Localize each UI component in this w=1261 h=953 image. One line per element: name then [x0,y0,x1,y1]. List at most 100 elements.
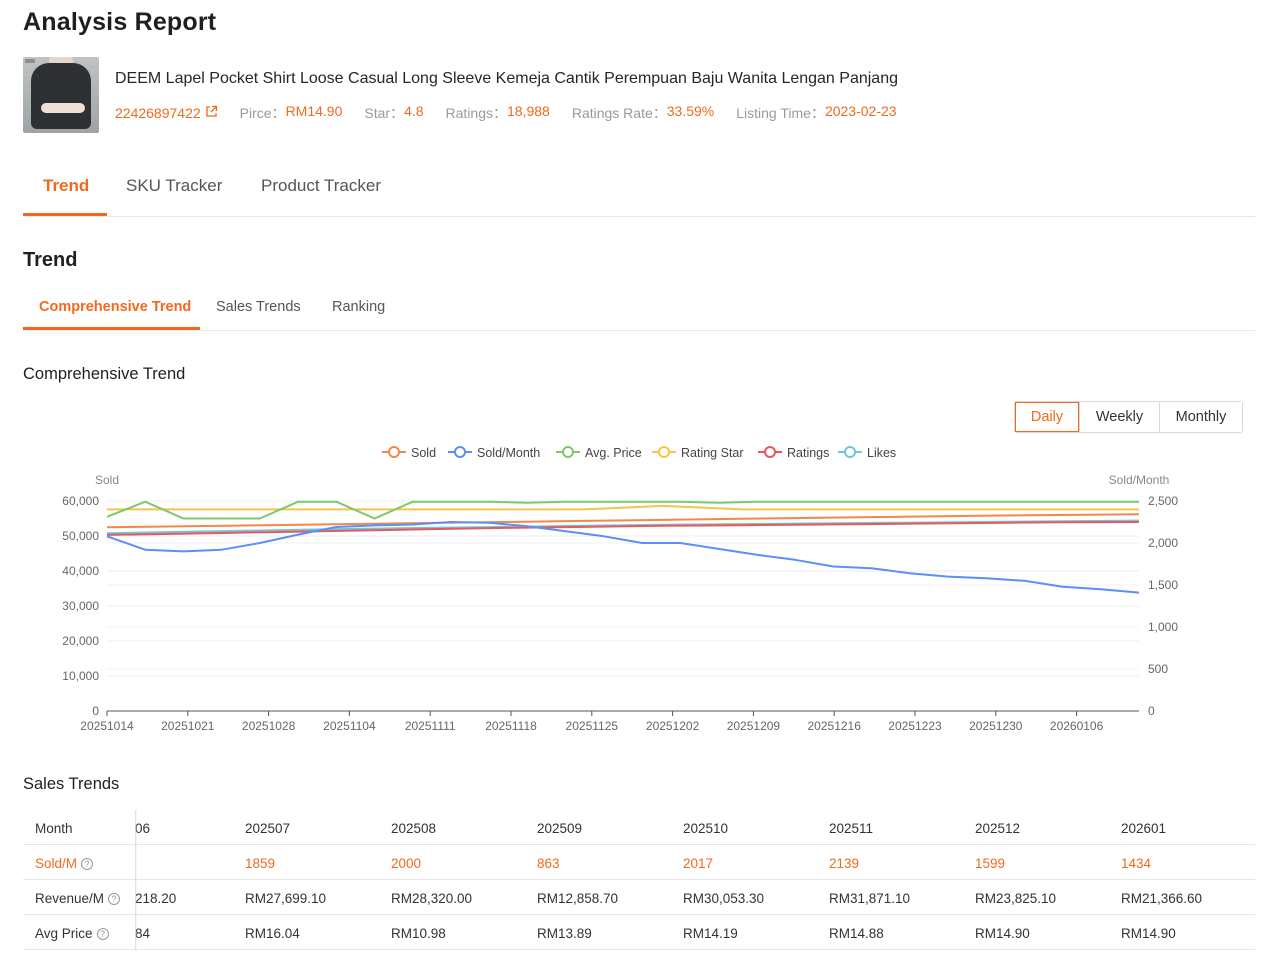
table-row-sold: Sold/M? 1859 2000 863 2017 2139 1599 143… [23,845,1255,880]
avg-price-row-label: Avg Price? [35,926,109,941]
frozen-column-shadow [135,810,137,950]
question-circle-icon[interactable]: ? [108,892,121,905]
revenue-row-label: Revenue/M? [35,891,121,906]
series-line-sold-month [106,521,1140,594]
month-cell: 202511 [829,821,874,836]
meta-star: Star： 4.8 [364,103,424,121]
legend-marker [764,446,776,458]
month-cell: 202509 [537,821,583,836]
legend-label: Ratings [787,446,829,460]
y-right-axis-title: Sold/Month [1109,473,1170,487]
revenue-cell: RM12,858.70 [537,891,619,906]
x-tick-label: 20260106 [1050,719,1104,733]
product-image[interactable] [23,57,99,133]
series-line-avg-price [106,500,1139,520]
month-cell: 202512 [975,821,1021,836]
sold-cell: 1599 [975,856,1006,871]
y-left-tick-label: 30,000 [62,599,99,613]
sold-cell: 2000 [391,856,422,871]
revenue-cell: RM21,366.60 [1121,891,1203,906]
tab-sku-tracker[interactable]: SKU Tracker [126,176,223,195]
y-left-tick-label: 40,000 [62,564,99,578]
y-left-tick-label: 20,000 [62,634,99,648]
month-cell-partial: 06 [135,821,151,836]
series-line-sold [106,513,1140,529]
revenue-cell: RM30,053.30 [683,891,765,906]
active-tab-indicator [23,213,107,216]
legend-label: Avg. Price [585,446,642,460]
x-tick-label: 20251125 [566,719,619,733]
x-tick-label: 20251223 [888,719,942,733]
series-line-ratings [106,521,1140,536]
subtab-comprehensive-trend[interactable]: Comprehensive Trend [39,299,192,315]
x-tick-label: 20251028 [242,719,296,733]
avg-price-cell-partial: 84 [135,926,151,941]
sold-cell: 863 [537,856,560,871]
avg-price-cell: RM10.98 [391,926,446,941]
period-toggle: Daily Weekly Monthly [1014,401,1243,433]
comprehensive-trend-chart[interactable]: Sold Sold/Month Avg. Price Rating Star Ratin… [0,438,1261,738]
sales-trends-title: Sales Trends [23,775,120,793]
period-weekly-button[interactable]: Weekly [1079,402,1159,432]
trend-section-title: Trend [23,249,78,271]
month-header: Month [35,821,73,836]
legend-marker [454,446,466,458]
legend-marker [388,446,400,458]
y-right-tick-label: 1,500 [1148,578,1178,592]
legend-marker [844,446,856,458]
table-row-avg-price: Avg Price? 84 RM16.04 RM10.98 RM13.89 RM… [23,915,1255,950]
avg-price-cell: RM14.19 [683,926,738,941]
series-line-likes [106,519,1140,535]
external-link-icon[interactable] [205,105,218,118]
sold-cell: 1859 [245,856,276,871]
sold-row-label: Sold/M? [35,856,94,871]
revenue-cell: RM27,699.10 [245,891,327,906]
question-circle-icon[interactable]: ? [96,927,109,940]
revenue-cell: RM31,871.10 [829,891,911,906]
tab-product-tracker[interactable]: Product Tracker [261,176,381,195]
product-id[interactable]: 22426897422 [115,105,201,121]
y-right-tick-label: 2,500 [1148,494,1178,508]
subtab-sales-trends[interactable]: Sales Trends [216,299,301,315]
active-subtab-indicator [23,327,200,330]
product-image-arms [41,103,85,113]
x-tick-label: 20251216 [808,719,862,733]
legend-label: Rating Star [681,446,744,460]
legend-label: Sold [411,446,436,460]
y-left-tick-label: 60,000 [62,494,99,508]
y-right-tick-label: 0 [1148,704,1155,718]
month-cell: 202507 [245,821,291,836]
avg-price-cell: RM13.89 [537,926,592,941]
x-tick-label: 20251014 [80,719,134,733]
legend-label: Likes [867,446,896,460]
y-left-tick-label: 0 [92,704,99,718]
sold-cell: 2017 [683,856,714,871]
table-row-revenue: Revenue/M? 218.20 RM27,699.10 RM28,320.0… [23,880,1255,915]
tab-trend[interactable]: Trend [43,176,90,195]
chart-title: Comprehensive Trend [23,365,186,383]
avg-price-cell: RM14.90 [1121,926,1176,941]
period-daily-button[interactable]: Daily [1015,402,1079,432]
month-cell: 202508 [391,821,437,836]
question-circle-icon[interactable]: ? [81,857,94,870]
month-cell: 202510 [683,821,729,836]
product-image-shirt [31,63,91,129]
legend-marker [658,446,670,458]
revenue-cell-partial: 218.20 [135,891,177,906]
product-id-link[interactable]: 22426897422 [115,105,218,121]
page-title: Analysis Report [23,8,217,36]
period-monthly-button[interactable]: Monthly [1159,402,1242,432]
avg-price-cell: RM14.90 [975,926,1030,941]
avg-price-cell: RM16.04 [245,926,300,941]
y-right-tick-label: 2,000 [1148,536,1178,550]
meta-price: Pirce： RM14.90 [239,103,343,121]
avg-price-cell: RM14.88 [829,926,884,941]
x-tick-label: 20251118 [485,719,537,733]
legend-label: Sold/Month [477,446,540,460]
month-cell: 202601 [1121,821,1167,836]
y-left-axis-title: Sold [95,473,119,487]
y-left-tick-label: 50,000 [62,529,99,543]
main-tabs: Trend SKU Tracker Product Tracker [23,160,1255,217]
subtab-ranking[interactable]: Ranking [332,299,386,315]
sold-cell: 1434 [1121,856,1152,871]
